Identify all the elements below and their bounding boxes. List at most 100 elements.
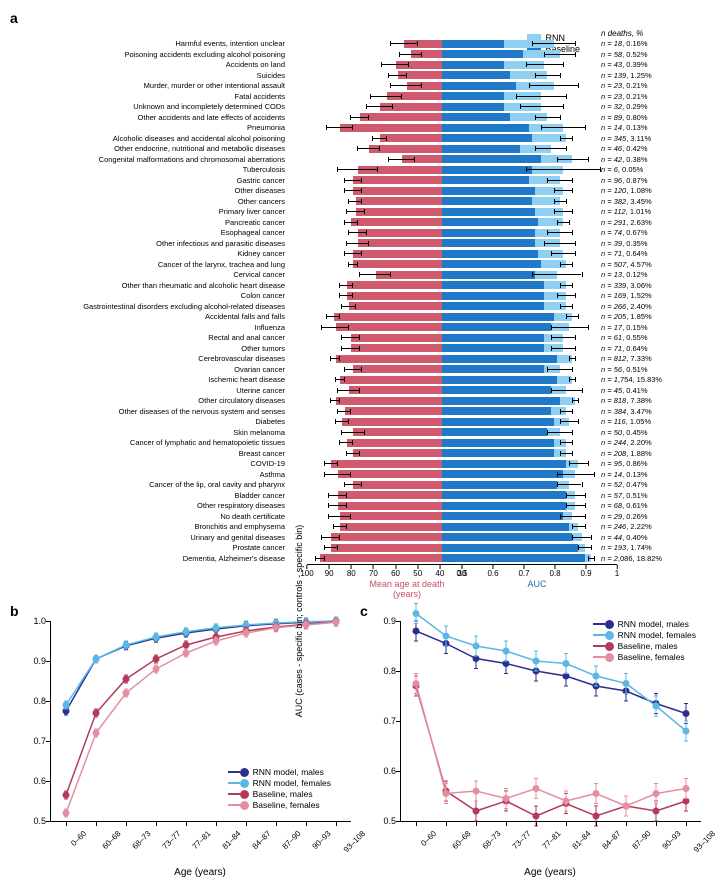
baseline-bar [442,544,578,552]
row-n: n = 56, 0.51% [597,365,701,374]
row-label: Other cancers [30,197,287,206]
row-n: n = 44, 0.40% [597,533,701,542]
row-n: n = 95, 0.86% [597,459,701,468]
panel-b-label: b [10,603,19,619]
row-n: n = 193, 1.74% [597,543,701,552]
legend-item-label: RNN model, females [253,778,331,788]
baseline-bar [442,418,554,426]
row-n: n = 52, 0.47% [597,480,701,489]
row-label: Ovarian cancer [30,365,287,374]
row-n: n = 43, 0.39% [597,60,701,69]
table-row: Other infectious and parasitic diseasesn… [30,238,710,249]
panel-a-rows: n deaths, %Harmful events, intention unc… [30,28,710,564]
age-bar [380,134,442,142]
row-n: n = 291, 2.63% [597,218,701,227]
table-row: Cancer of the larynx, trachea and lungn … [30,259,710,270]
table-row: Alcoholic diseases and accidental alcoho… [30,133,710,144]
row-label: Uterine cancer [30,386,287,395]
panel-c-plot: 0.50.60.70.80.9AUC (cases - specific bin… [400,621,701,822]
row-n: n = 208, 1.88% [597,449,701,458]
table-row: Tuberculosisn = 6, 0.05% [30,165,710,176]
table-row: Breast cancern = 208, 1.88% [30,448,710,459]
table-row: Other cancersn = 382, 3.45% [30,196,710,207]
panel-a-axis: Mean age at death (years) AUC 1009080706… [307,564,617,593]
panel-b: b 0.50.60.70.80.91.0AUC (cases - specifi… [10,603,360,878]
row-label: Other infectious and parasitic diseases [30,239,287,248]
row-label: Bronchitis and emphysema [30,522,287,531]
baseline-bar [442,313,554,321]
row-n: n = 58, 0.52% [597,50,701,59]
row-label: Accidents on land [30,60,287,69]
row-label: Kidney cancer [30,249,287,258]
table-row: Cancer of lymphatic and hematopoietic ti… [30,438,710,449]
table-row: Murder, murder or other intentional assa… [30,81,710,92]
baseline-bar [442,103,504,111]
age-bar [331,460,442,468]
age-bar [353,176,442,184]
table-row: Other endocrine, nutritional and metabol… [30,144,710,155]
row-n: n = 120, 1.08% [597,186,701,195]
baseline-bar [442,197,532,205]
age-bar [353,365,442,373]
row-n: n = 61, 0.55% [597,333,701,342]
row-n: n = 89, 0.80% [597,113,701,122]
table-row: Harmful events, intention unclearn = 18,… [30,39,710,50]
row-n: n = 71, 0.64% [597,344,701,353]
baseline-bar [442,292,544,300]
baseline-bar [442,407,551,415]
row-n: n = 32, 0.29% [597,102,701,111]
age-bar [351,218,442,226]
baseline-bar [442,439,554,447]
table-row: Colon cancern = 169, 1.52% [30,291,710,302]
row-n: n = 812, 7.33% [597,354,701,363]
baseline-bar [442,281,544,289]
row-n: n = 246, 2.22% [597,522,701,531]
row-n: n = 96, 0.87% [597,176,701,185]
table-row: Ischemic heart diseasen = 1,754, 15.83% [30,375,710,386]
row-n: n = 29, 0.26% [597,512,701,521]
baseline-bar [442,365,544,373]
table-row: Cancer of the lip, oral cavity and phary… [30,480,710,491]
row-n: n = 1,754, 15.83% [597,375,701,384]
right-axis-title: AUC [507,579,567,589]
row-label: Skin melanoma [30,428,287,437]
table-row: Diabetesn = 116, 1.05% [30,417,710,428]
baseline-bar [442,271,535,279]
table-row: Uterine cancern = 45, 0.41% [30,385,710,396]
row-label: Cervical cancer [30,270,287,279]
table-row: Poisoning accidents excluding alcohol po… [30,49,710,60]
age-bar [347,281,442,289]
age-bar [342,418,442,426]
age-bar [331,544,442,552]
baseline-bar [442,470,563,478]
baseline-bar [442,82,516,90]
legend-item-label: Baseline, females [253,800,320,810]
table-row: Urinary and genital diseasesn = 44, 0.40… [30,532,710,543]
table-row: Rectal and anal cancern = 61, 0.55% [30,333,710,344]
baseline-bar [442,92,504,100]
age-bar [340,523,442,531]
baseline-bar [442,512,563,520]
table-row: Skin melanoman = 50, 0.45% [30,427,710,438]
baseline-bar [442,355,557,363]
row-n: n = 57, 0.51% [597,491,701,500]
table-row: Pneumonian = 14, 0.13% [30,123,710,134]
row-n: n = 17, 0.15% [597,323,701,332]
baseline-bar [442,397,560,405]
baseline-bar [442,134,532,142]
baseline-bar [442,523,569,531]
baseline-bar [442,502,566,510]
age-bar [338,502,442,510]
table-row: Congenital malformations and chromosomal… [30,154,710,165]
row-n: n = 74, 0.67% [597,228,701,237]
table-row: Prostate cancern = 193, 1.74% [30,543,710,554]
age-bar [347,439,442,447]
row-label: Dementia, Alzheimer's disease [30,554,287,563]
row-label: Cancer of lymphatic and hematopoietic ti… [30,438,287,447]
row-n: n = 112, 1.01% [597,207,701,216]
row-n: n = 42, 0.38% [597,155,701,164]
age-bar [338,491,442,499]
n-deaths-header: n deaths, % [597,29,701,38]
row-n: n = 14, 0.13% [597,123,701,132]
age-bar [353,250,442,258]
